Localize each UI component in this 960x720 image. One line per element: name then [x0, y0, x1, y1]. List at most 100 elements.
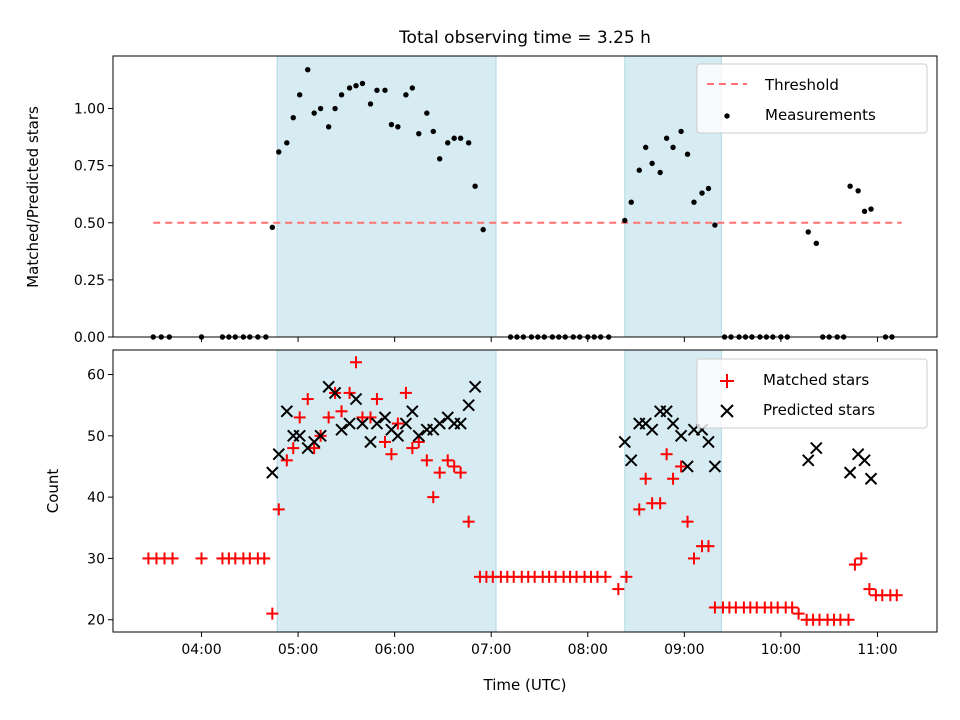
ytick-label: 30 — [87, 551, 105, 567]
legend-threshold-label: Threshold — [764, 76, 839, 94]
matched-star-point — [293, 411, 306, 424]
measurement-point — [622, 217, 628, 224]
measurement-point — [305, 67, 311, 73]
predicted-star-point — [468, 380, 482, 393]
predicted-star-point — [674, 429, 688, 443]
top-panel: 0.00 0.25 0.50 0.75 1.00 Matched/Predicted s… — [24, 55, 938, 346]
matched-star-point — [322, 411, 335, 424]
matched-star-point — [420, 454, 433, 467]
measurement-point — [445, 140, 451, 146]
measurement-point — [663, 135, 670, 141]
measurement-point — [374, 87, 380, 93]
matched-star-point — [272, 503, 285, 516]
measurement-point — [670, 144, 676, 151]
measurement-point — [353, 82, 359, 89]
measurement-point — [451, 135, 457, 141]
predicted-star-point — [618, 435, 631, 449]
bottom-ylabel: Count — [44, 469, 62, 514]
measurement-point — [712, 222, 718, 228]
predicted-star-point — [272, 448, 285, 461]
measurement-point — [437, 156, 443, 162]
matched-star-point — [654, 497, 667, 510]
matched-star-point — [258, 552, 271, 565]
measurement-point — [269, 224, 276, 231]
measurement-point — [684, 151, 691, 157]
measurement-point — [847, 183, 853, 189]
measurement-point — [359, 80, 366, 87]
matched-star-point — [370, 393, 383, 406]
predicted-star-point — [433, 417, 446, 430]
matched-stars-series — [142, 356, 903, 626]
legend-predicted-swatch — [720, 404, 734, 418]
matched-star-point — [391, 417, 404, 430]
matched-star-point — [166, 552, 179, 565]
measurement-point — [382, 87, 388, 93]
predicted-star-point — [681, 460, 694, 473]
matched-star-point — [308, 442, 321, 455]
predicted-star-point — [266, 466, 279, 479]
predicted-star-point — [364, 435, 377, 449]
top-ylabel: Matched/Predicted stars — [24, 106, 42, 288]
matched-star-point — [792, 607, 805, 620]
matched-star-point — [462, 515, 475, 528]
predicted-star-point — [660, 405, 673, 418]
measurement-point — [276, 149, 282, 155]
measurement-point — [657, 169, 663, 176]
predicted-star-point — [708, 460, 722, 473]
measurement-point — [296, 92, 303, 98]
measurements-series — [150, 67, 895, 340]
top-legend-box — [696, 63, 928, 134]
ytick-label: 60 — [87, 368, 105, 384]
matched-star-point — [266, 607, 279, 620]
measurement-point — [855, 188, 861, 194]
predicted-star-point — [356, 417, 369, 430]
predicted-star-point — [335, 423, 348, 436]
matched-star-point — [890, 589, 903, 602]
predicted-star-point — [843, 466, 857, 479]
measurement-point — [699, 190, 705, 196]
legend-matched-label: Matched stars — [763, 371, 869, 389]
bottom-shaded-intervals — [276, 349, 722, 633]
predicted-star-point — [391, 429, 405, 443]
xtick-label: 08:00 — [568, 642, 608, 658]
matched-star-point — [364, 411, 377, 424]
matched-star-point — [378, 435, 391, 448]
predicted-star-point — [462, 398, 475, 412]
legend-measurements-label: Measurements — [765, 106, 876, 124]
measurement-point — [367, 101, 374, 107]
matched-star-point — [287, 442, 300, 455]
ytick-label: 20 — [87, 613, 105, 629]
xtick-label: 09:00 — [664, 642, 704, 658]
matched-star-point — [612, 583, 625, 596]
bottom-legend: Matched stars Predicted stars — [696, 358, 928, 429]
matched-star-point — [681, 515, 694, 528]
measurement-point — [284, 140, 290, 146]
matched-star-point — [301, 393, 314, 406]
measurement-point — [332, 105, 338, 112]
measurement-point — [649, 160, 655, 167]
top-legend: Threshold Measurements — [696, 63, 928, 134]
measurement-point — [472, 183, 478, 189]
measurement-point — [868, 206, 874, 212]
predicted-star-point — [378, 411, 392, 424]
legend-predicted-label: Predicted stars — [763, 401, 875, 419]
measurement-point — [290, 114, 296, 121]
predicted-star-point — [666, 417, 680, 430]
xtick-label: 10:00 — [761, 642, 801, 658]
measurement-point — [705, 185, 712, 192]
matched-star-point — [195, 552, 208, 565]
matched-star-point — [599, 570, 612, 583]
ytick-label: 0.50 — [74, 216, 105, 232]
legend-matched-swatch — [720, 374, 734, 388]
bottom-plot-frame — [112, 349, 938, 633]
predicted-star-point — [314, 429, 327, 443]
xtick-label: 05:00 — [278, 642, 318, 658]
matched-star-point — [427, 491, 440, 504]
matched-star-point — [454, 466, 467, 479]
ytick-label: 1.00 — [74, 102, 105, 118]
matched-star-point — [441, 454, 454, 467]
xtick-label: 06:00 — [374, 642, 414, 658]
measurement-point — [403, 92, 409, 98]
measurement-point — [409, 85, 416, 91]
